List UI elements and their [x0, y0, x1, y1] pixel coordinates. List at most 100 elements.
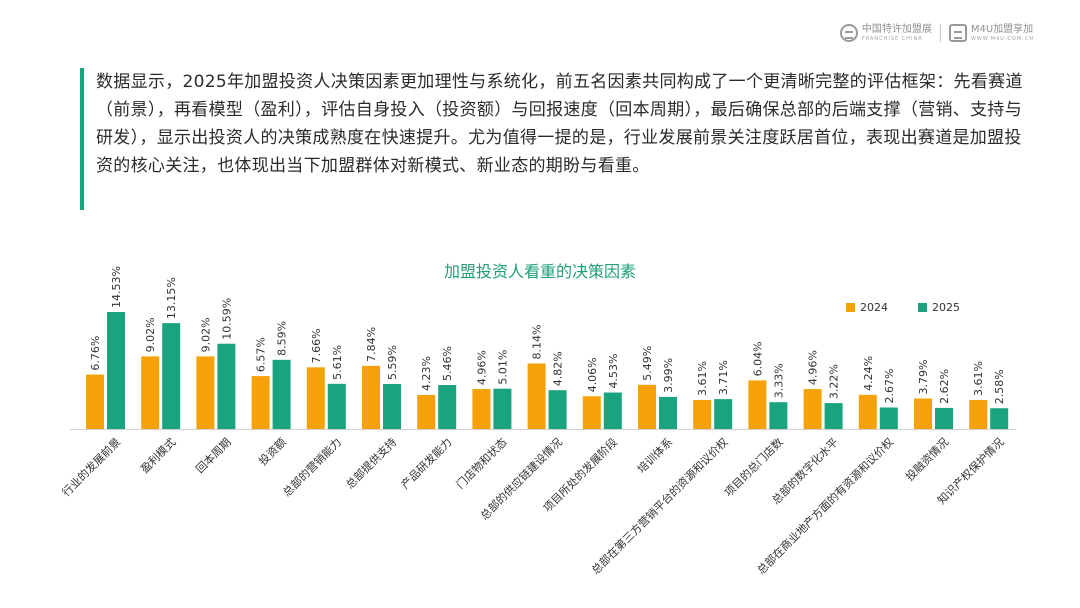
bar-2025-2 — [217, 343, 236, 429]
data-label-2024-16: 3.61% — [972, 361, 985, 396]
category-label-10: 培训体系 — [634, 435, 675, 476]
bar-2024-16 — [969, 399, 988, 429]
logo-divider — [939, 24, 941, 42]
bar-2024-4 — [306, 367, 325, 429]
bar-2025-14 — [879, 407, 898, 429]
data-label-2024-9: 4.06% — [586, 357, 599, 392]
bar-2025-15 — [935, 407, 953, 429]
bar-2024-15 — [914, 398, 932, 429]
franchise-china-logo: 中国特许加盟展 FRANCHISE CHINA — [839, 23, 932, 42]
bar-2024-11 — [693, 399, 712, 429]
data-label-2024-12: 6.04% — [751, 341, 764, 376]
category-label-7: 门店物和状态 — [453, 435, 510, 492]
m4u-logo: M4U加盟享加 WWW.M4U.COM.CN — [948, 23, 1034, 42]
data-label-2024-14: 4.24% — [862, 356, 875, 391]
legend-swatch-2025 — [918, 303, 927, 312]
data-label-2025-7: 5.01% — [496, 350, 509, 385]
legend-item-2024: 2024 — [846, 301, 888, 314]
franchise-china-logo-en: FRANCHISE CHINA — [861, 35, 923, 42]
category-label-15: 投融资情况 — [902, 435, 951, 484]
bar-2024-3 — [251, 376, 270, 429]
category-label-1: 盈利模式 — [138, 436, 178, 476]
data-label-2025-13: 3.22% — [828, 364, 841, 399]
m4u-logo-en: WWW.M4U.COM.CN — [970, 35, 1034, 42]
data-label-2025-11: 3.71% — [717, 360, 730, 395]
data-label-2025-5: 5.59% — [386, 345, 399, 380]
data-label-2025-12: 3.33% — [772, 363, 785, 398]
bar-2024-6 — [417, 394, 436, 429]
data-label-2024-4: 7.66% — [310, 328, 323, 363]
chart-legend: 2024 2025 — [846, 301, 960, 314]
data-label-2024-2: 9.02% — [199, 317, 212, 352]
data-label-2024-6: 4.23% — [420, 356, 433, 391]
chart-title: 加盟投资人看重的决策因素 — [443, 262, 636, 281]
bar-2024-14 — [858, 394, 877, 429]
bar-2025-12 — [769, 402, 788, 429]
bar-2025-13 — [824, 403, 843, 429]
bar-2024-10 — [638, 384, 656, 429]
data-label-2024-11: 3.61% — [696, 361, 709, 396]
bar-2025-10 — [659, 396, 677, 429]
bar-2025-3 — [272, 359, 291, 429]
intro-block: 数据显示，2025年加盟投资人决策因素更加理性与系统化，前五名因素共同构成了一个… — [80, 68, 1034, 210]
data-label-2025-14: 2.67% — [883, 369, 896, 404]
header-logos: 中国特许加盟展 FRANCHISE CHINA M4U加盟享加 WWW.M4U.… — [839, 23, 1034, 42]
data-label-2024-10: 5.49% — [641, 346, 654, 381]
data-label-2025-1: 13.15% — [165, 277, 178, 319]
category-label-0: 行业的发展前景 — [59, 435, 123, 499]
bar-2024-0 — [86, 374, 104, 429]
m4u-logo-icon — [948, 24, 967, 42]
category-label-5: 总部提供支持 — [343, 435, 400, 492]
bar-2024-9 — [582, 396, 601, 429]
bar-2025-5 — [383, 383, 401, 429]
bar-2025-8 — [548, 390, 567, 429]
data-label-2025-3: 8.59% — [276, 321, 289, 356]
category-label-3: 投资额 — [256, 435, 289, 468]
data-label-2024-7: 4.96% — [475, 350, 488, 385]
franchise-china-logo-cn: 中国特许加盟展 — [861, 23, 932, 35]
bar-2025-9 — [603, 392, 622, 429]
data-label-2025-2: 10.59% — [220, 298, 233, 340]
bar-2024-8 — [527, 363, 546, 429]
legend-swatch-2024 — [846, 303, 855, 312]
data-label-2025-15: 2.62% — [938, 369, 951, 404]
data-label-2024-13: 4.96% — [807, 350, 820, 385]
bar-2025-6 — [438, 385, 457, 429]
category-label-6: 产品研发能力 — [398, 435, 455, 492]
bar-2024-13 — [803, 389, 822, 429]
data-label-2025-9: 4.53% — [607, 354, 620, 389]
bar-2025-4 — [327, 383, 346, 429]
legend-item-2025: 2025 — [918, 301, 960, 314]
bar-2025-7 — [493, 388, 512, 429]
bar-2025-16 — [990, 408, 1009, 429]
bar-2024-12 — [748, 380, 767, 429]
data-label-2024-0: 6.76% — [89, 336, 102, 371]
category-label-12: 项目的总门店数 — [721, 435, 785, 499]
bar-2024-5 — [362, 365, 380, 429]
legend-label-2025: 2025 — [932, 301, 960, 314]
data-label-2025-16: 2.58% — [993, 369, 1006, 404]
bar-2025-11 — [714, 399, 733, 429]
intro-text: 数据显示，2025年加盟投资人决策因素更加理性与系统化，前五名因素共同构成了一个… — [96, 72, 1023, 176]
bar-2024-7 — [472, 389, 491, 429]
data-label-2025-0: 14.53% — [110, 266, 123, 308]
franchise-china-logo-icon — [839, 24, 858, 42]
data-label-2025-4: 5.61% — [331, 345, 344, 380]
legend-label-2024: 2024 — [860, 301, 888, 314]
data-label-2024-5: 7.84% — [365, 327, 378, 362]
data-label-2024-8: 8.14% — [531, 325, 544, 360]
data-label-2024-15: 3.79% — [917, 360, 930, 395]
bar-2024-1 — [141, 356, 160, 429]
data-label-2025-6: 5.46% — [441, 346, 454, 381]
data-label-2024-3: 6.57% — [255, 337, 268, 372]
m4u-logo-cn: M4U加盟享加 — [970, 23, 1034, 35]
bar-2025-0 — [107, 312, 125, 429]
category-label-4: 总部的营销能力 — [280, 435, 344, 499]
bar-2025-1 — [162, 323, 181, 429]
data-label-2025-10: 3.99% — [662, 358, 675, 393]
data-label-2025-8: 4.82% — [552, 351, 565, 386]
data-label-2024-1: 9.02% — [144, 317, 157, 352]
category-label-2: 回本周期 — [193, 435, 234, 476]
bar-2024-2 — [196, 356, 215, 429]
